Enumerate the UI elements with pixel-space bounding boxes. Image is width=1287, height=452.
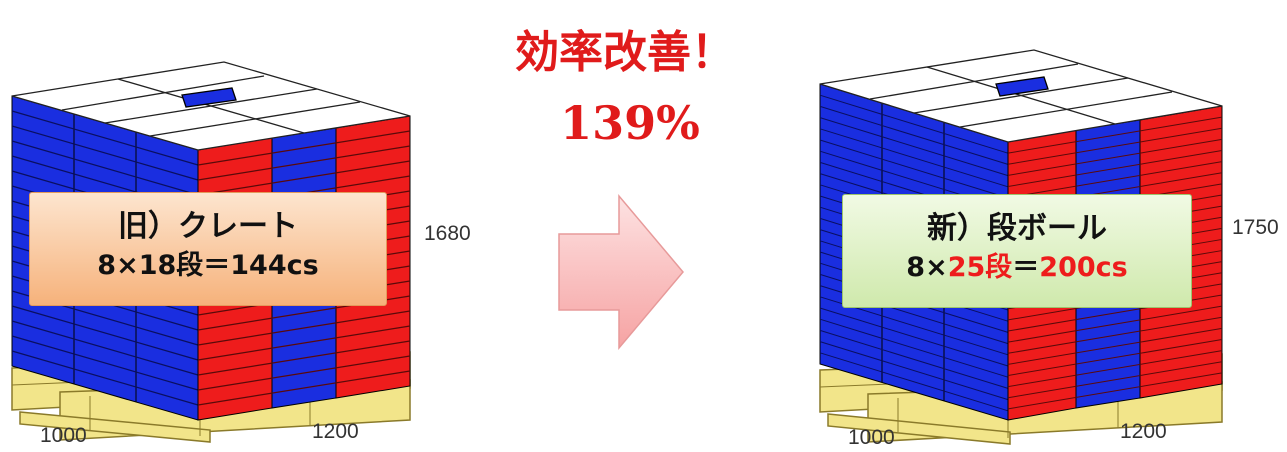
old-depth-dimension: 1200 bbox=[312, 420, 359, 443]
crate-stripe bbox=[1007, 327, 1223, 365]
old-crate-label: 旧）クレート 8×18段＝144cs bbox=[29, 192, 387, 306]
efficiency-percent: 139% bbox=[560, 96, 700, 150]
crate-stripe bbox=[197, 130, 411, 166]
crate-stripe bbox=[11, 320, 199, 376]
crate-stripe bbox=[819, 352, 1009, 412]
crate-stripe bbox=[1007, 339, 1223, 377]
crate-stripe bbox=[197, 145, 411, 181]
crate-stripe bbox=[1007, 350, 1223, 388]
crate-stripe bbox=[11, 140, 199, 196]
old-label-line2: 8×18段＝144cs bbox=[97, 250, 319, 281]
old-width-dimension: 1000 bbox=[40, 424, 87, 447]
new-label-prefix: 8× bbox=[906, 252, 948, 283]
new-label-line2: 8×25段＝200cs bbox=[843, 249, 1191, 287]
new-label-line1: 新）段ボール bbox=[927, 211, 1107, 246]
crate-stripe bbox=[1007, 372, 1223, 410]
crate-stripe bbox=[819, 329, 1009, 389]
crate-stripe bbox=[197, 325, 411, 361]
crate-stripe bbox=[819, 341, 1009, 401]
crate-stripe bbox=[819, 318, 1009, 378]
crate-stripe bbox=[1007, 361, 1223, 399]
crate-stripe bbox=[1007, 161, 1223, 199]
old-label-line1: 旧）クレート bbox=[118, 209, 298, 244]
new-height-dimension: 1750 bbox=[1232, 216, 1279, 239]
right-arrow-icon bbox=[558, 193, 684, 351]
new-width-dimension: 1000 bbox=[848, 426, 895, 449]
crate-stripe bbox=[1007, 149, 1223, 187]
crate-stripe bbox=[11, 305, 199, 361]
crate-stripe bbox=[1007, 127, 1223, 165]
new-cardboard-label: 新）段ボール 8×25段＝200cs bbox=[842, 194, 1192, 308]
crate-stripe bbox=[197, 355, 411, 391]
crate-stripe bbox=[819, 139, 1009, 199]
crate-stripe bbox=[1007, 305, 1223, 343]
crate-stripe bbox=[11, 335, 199, 391]
new-depth-dimension: 1200 bbox=[1120, 420, 1167, 443]
crate-stripe bbox=[1007, 116, 1223, 154]
crate-stripe bbox=[1007, 316, 1223, 354]
crate-stripe bbox=[197, 340, 411, 376]
crate-stripe bbox=[197, 370, 411, 406]
crate-stripe bbox=[819, 307, 1009, 367]
crate-stripe bbox=[819, 128, 1009, 188]
new-label-eq: ＝ bbox=[1012, 252, 1040, 283]
new-label-total: 200cs bbox=[1039, 252, 1128, 283]
old-top-face bbox=[11, 61, 411, 151]
crate-stripe bbox=[11, 110, 199, 166]
efficiency-title: 効率改善！ bbox=[515, 27, 735, 78]
crate-stripe bbox=[1007, 138, 1223, 176]
crate-stripe bbox=[11, 350, 199, 406]
crate-stripe bbox=[197, 310, 411, 346]
crate-stripe bbox=[819, 94, 1009, 154]
crate-stripe bbox=[197, 160, 411, 196]
crate-stripe bbox=[819, 105, 1009, 165]
old-height-dimension: 1680 bbox=[424, 222, 471, 245]
new-top-face bbox=[819, 49, 1223, 143]
new-label-tiers: 25段 bbox=[947, 252, 1013, 283]
crate-stripe bbox=[819, 117, 1009, 177]
crate-stripe bbox=[11, 125, 199, 181]
